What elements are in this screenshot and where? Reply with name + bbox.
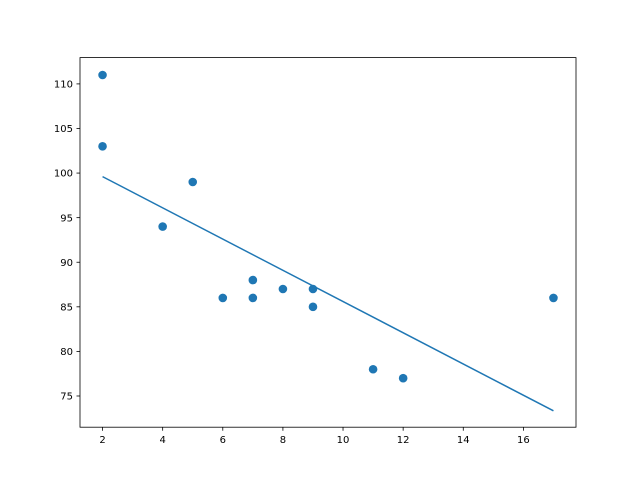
x-tick-label: 2: [99, 435, 105, 446]
y-tick-label: 75: [60, 392, 73, 403]
data-point: [398, 373, 408, 383]
y-tick-label: 105: [54, 124, 73, 135]
data-point: [368, 364, 378, 374]
y-tick-label: 95: [60, 213, 73, 224]
y-tick-label: 85: [60, 302, 73, 313]
x-tick-label: 12: [397, 435, 410, 446]
y-tick-label: 90: [60, 258, 73, 269]
data-point: [549, 293, 558, 303]
y-tick-label: 110: [54, 80, 73, 91]
x-tick-label: 10: [337, 435, 350, 446]
x-tick-label: 6: [220, 435, 226, 446]
y-tick-label: 80: [60, 347, 73, 358]
data-point: [248, 275, 258, 285]
y-tick-label: 100: [54, 169, 73, 180]
data-point: [308, 302, 318, 312]
x-tick-label: 16: [517, 435, 530, 446]
data-point: [98, 70, 107, 80]
x-tick-label: 4: [159, 435, 165, 446]
plot-frame: [79, 57, 577, 428]
data-point: [278, 284, 288, 294]
x-tick-label: 8: [280, 435, 286, 446]
data-point: [158, 222, 167, 231]
x-tick-label: 14: [457, 435, 470, 446]
regression-line: [102, 175, 554, 412]
data-point: [248, 293, 258, 303]
data-point: [218, 293, 228, 303]
data-point: [98, 142, 107, 151]
data-point: [188, 177, 198, 187]
